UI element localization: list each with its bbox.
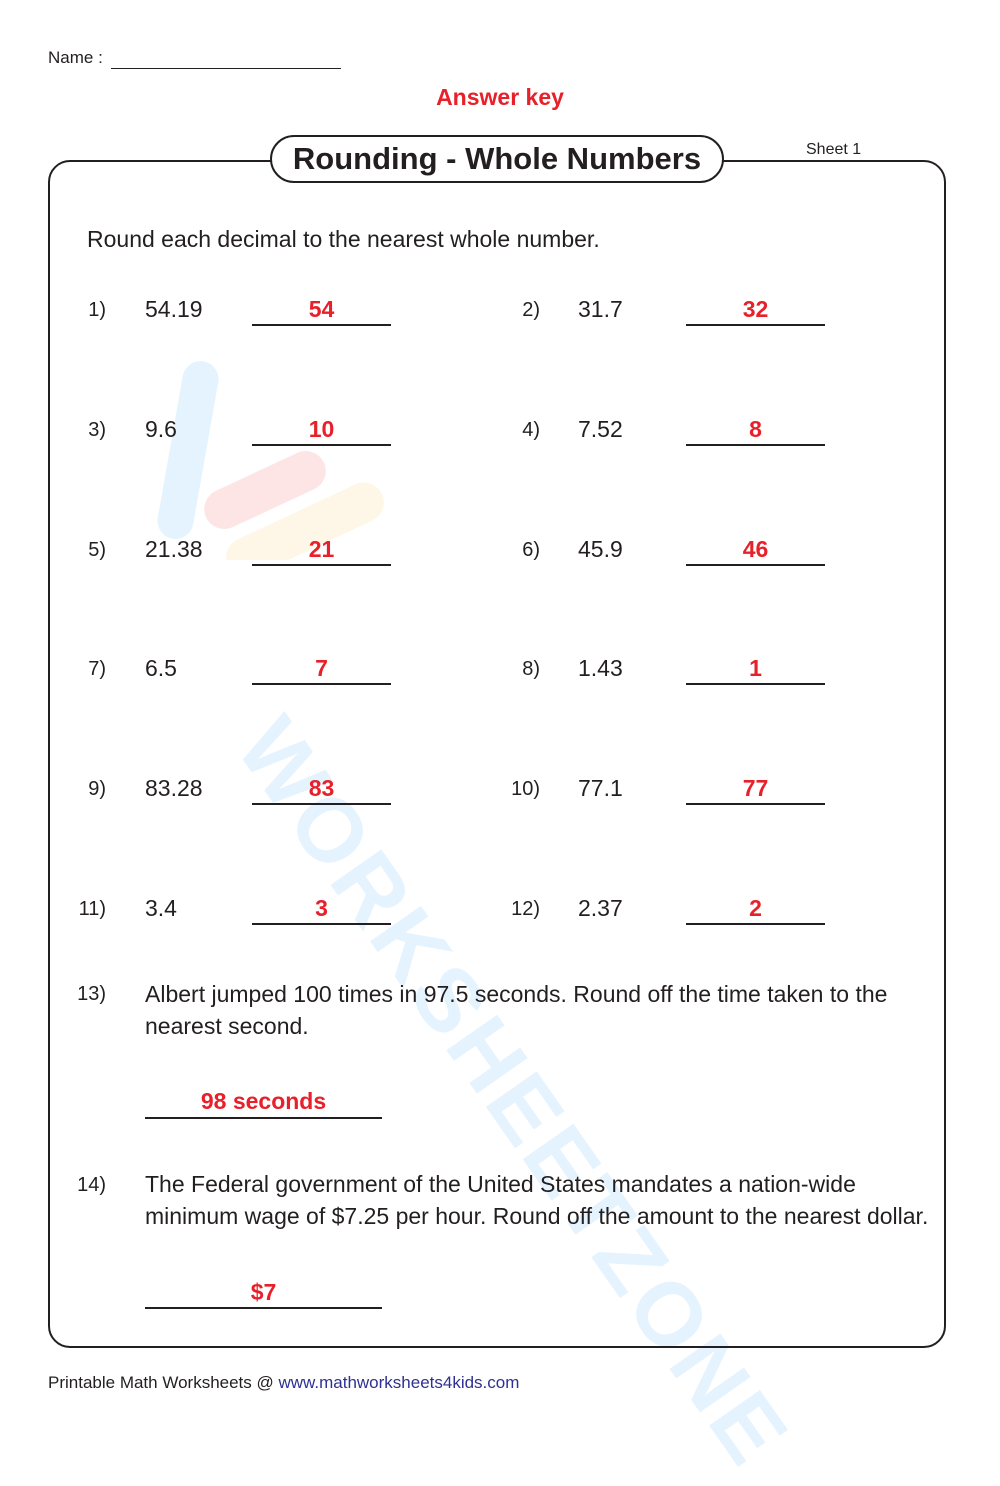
question-number: 5)	[88, 539, 106, 561]
answer-value: 2	[749, 895, 762, 921]
answer-value: 54	[308, 296, 335, 322]
answer-line[interactable]	[145, 1117, 382, 1119]
answer-value: 8	[749, 416, 762, 442]
footer-link[interactable]: www.mathworksheets4kids.com	[278, 1373, 520, 1392]
answer-value: 77	[742, 775, 769, 801]
word-problem-text: Albert jumped 100 times in 97.5 seconds.…	[145, 981, 888, 1039]
question-value: 31.7	[578, 296, 623, 322]
answer-line[interactable]	[252, 923, 391, 925]
answer-value: 83	[308, 775, 335, 801]
question-number: 10)	[511, 778, 540, 800]
answer-line[interactable]	[686, 564, 825, 566]
name-input-line[interactable]	[111, 68, 341, 69]
answer-line[interactable]	[686, 803, 825, 805]
question-value: 6.5	[145, 655, 177, 681]
answer-line[interactable]	[252, 683, 391, 685]
answer-line[interactable]	[686, 324, 825, 326]
question-number: 1)	[88, 299, 106, 321]
question-value: 77.1	[578, 775, 623, 801]
answer-value: 7	[315, 655, 328, 681]
question-number: 9)	[88, 778, 106, 800]
instructions: Round each decimal to the nearest whole …	[87, 226, 600, 252]
sheet-label: Sheet 1	[806, 141, 862, 158]
footer-label: Printable Math Worksheets @	[48, 1373, 279, 1392]
page-title: Rounding - Whole Numbers	[270, 135, 724, 183]
answer-line[interactable]	[252, 803, 391, 805]
answer-value: 32	[742, 296, 769, 322]
question-number: 13)	[77, 983, 106, 1005]
question-number: 14)	[77, 1174, 106, 1196]
name-label: Name :	[48, 48, 103, 67]
answer-value: 3	[315, 895, 328, 921]
answer-line[interactable]	[252, 324, 391, 326]
footer: Printable Math Worksheets @ www.mathwork…	[48, 1373, 519, 1393]
answer-line[interactable]	[252, 444, 391, 446]
answer-line[interactable]	[252, 564, 391, 566]
question-value: 83.28	[145, 775, 203, 801]
answer-key-heading: Answer key	[436, 84, 564, 110]
question-value: 54.19	[145, 296, 203, 322]
question-number: 8)	[522, 658, 540, 680]
question-number: 11)	[78, 898, 106, 920]
answer-line[interactable]	[686, 444, 825, 446]
question-value: 21.38	[145, 536, 203, 562]
question-number: 4)	[522, 419, 540, 441]
answer-line[interactable]	[686, 923, 825, 925]
question-number: 12)	[511, 898, 540, 920]
answer-value: 1	[749, 655, 762, 681]
question-value: 45.9	[578, 536, 623, 562]
word-problem-text: The Federal government of the United Sta…	[145, 1171, 929, 1229]
question-value: 2.37	[578, 895, 623, 921]
answer-line[interactable]	[145, 1307, 382, 1309]
question-value: 1.43	[578, 655, 623, 681]
question-number: 2)	[522, 299, 540, 321]
question-value: 9.6	[145, 416, 177, 442]
answer-line[interactable]	[686, 683, 825, 685]
answer-value: 21	[308, 536, 335, 562]
answer-value: 46	[742, 536, 769, 562]
answer-value: 98 seconds	[200, 1088, 327, 1114]
question-value: 3.4	[145, 895, 177, 921]
question-value: 7.52	[578, 416, 623, 442]
answer-value: $7	[250, 1279, 277, 1305]
question-number: 3)	[88, 419, 106, 441]
question-number: 6)	[522, 539, 540, 561]
question-number: 7)	[88, 658, 106, 680]
answer-value: 10	[308, 416, 335, 442]
